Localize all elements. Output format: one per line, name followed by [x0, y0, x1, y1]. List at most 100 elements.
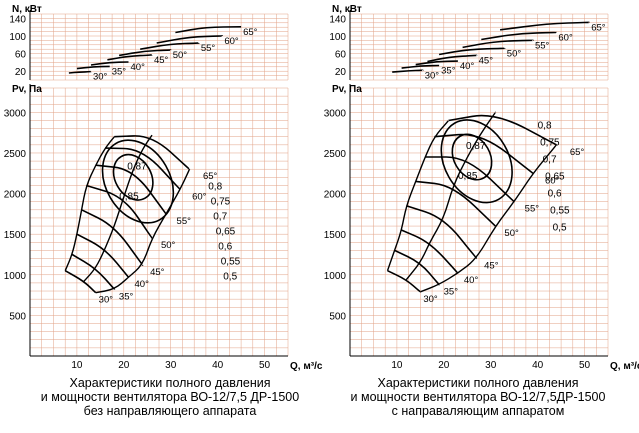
chart2-efficiency-label: 0,87: [466, 141, 486, 152]
chart1-n-tick: 60: [15, 50, 27, 61]
caption-right: Характеристики полного давления и мощнос…: [328, 376, 628, 418]
chart1-rib-line: [95, 168, 191, 294]
chart2-efficiency-label: 0,55: [550, 206, 570, 217]
chart2-power-curve: [481, 31, 558, 41]
chart1-power-curve-label: 35°: [112, 66, 127, 77]
chart1-efficiency-label: 0,55: [221, 257, 241, 268]
chart2-n-axis-label: N, кВт: [332, 4, 362, 15]
chart1-efficiency-label: 0,6: [218, 242, 232, 253]
chart1-n-tick: 140: [9, 14, 26, 25]
caption-left-line-3: без направляющего аппарата: [83, 404, 257, 418]
chart2-efficiency-label: 0,8: [538, 121, 552, 132]
chart1-efficiency-label: 0,75: [211, 197, 231, 208]
chart1-pressure-curve: [71, 253, 116, 291]
chart1-efficiency-contour: [101, 139, 175, 224]
caption-left: Характеристики полного давления и мощнос…: [20, 376, 320, 418]
chart1-power-curve-label: 55°: [201, 43, 216, 54]
chart1-pressure-curve-label: 50°: [161, 240, 176, 251]
chart2-pressure-curve: [425, 156, 515, 203]
chart2-pressure-curve-label: 65°: [570, 147, 585, 158]
chart2-p-tick: 3000: [324, 108, 347, 119]
chart2-pressure-curve-label: 60°: [545, 175, 560, 186]
chart2-power-curve-label: 50°: [507, 48, 522, 59]
chart1-power-curve: [90, 61, 129, 66]
chart1-n-axis-label: N, кВт: [12, 4, 42, 15]
chart2-power-curve-label: 35°: [441, 65, 456, 76]
chart1-p-tick: 2000: [4, 190, 27, 201]
chart2-pressure-curve-label: 40°: [464, 275, 479, 286]
chart2-power-curve: [401, 64, 440, 69]
chart2-power-curve-label: 65°: [591, 22, 606, 33]
chart1-pressure-curve-label: 65°: [203, 171, 218, 182]
chart1-n-tick: 100: [9, 32, 26, 43]
chart2-power-curve: [415, 60, 458, 66]
chart1-efficiency-label: 0,65: [216, 227, 236, 238]
chart1-pressure-curve: [81, 209, 144, 266]
chart1-power-curve: [118, 49, 172, 57]
chart1-q-axis-label: Q, м³/с: [290, 361, 323, 372]
chart2-rib-line: [420, 144, 558, 293]
chart2-p-tick: 1500: [324, 230, 347, 241]
chart2-pressure-curve-label: 45°: [484, 261, 499, 272]
chart1-pressure-curve-label: 45°: [150, 267, 165, 278]
chart1-pressure-curve-label: 35°: [119, 291, 134, 302]
chart2-efficiency-label: 0,65: [545, 172, 565, 183]
chart1-n-tick: 20: [15, 67, 27, 78]
chart1-power-curve-label: 45°: [154, 55, 169, 66]
caption-right-line-1: Характеристики полного давления: [377, 376, 579, 390]
caption-left-line-2: и мощности вентилятора ВО-12/7,5 ДР-1500: [40, 390, 300, 404]
chart2-p-tick: 500: [329, 311, 346, 322]
chart2-efficiency-label: 0,5: [553, 223, 567, 234]
chart2-efficiency-label: 0,7: [543, 155, 557, 166]
chart2-q-tick: 20: [438, 360, 450, 371]
chart2-efficiency-label: 0,6: [548, 189, 562, 200]
chart1-power-curve: [175, 26, 242, 34]
chart2-rib-line: [386, 119, 450, 271]
chart2-pressure-curve: [387, 269, 422, 293]
chart1-power-curve: [107, 54, 153, 61]
chart1-q-tick: 30: [165, 360, 177, 371]
chart2-pressure-curve-label: 35°: [444, 287, 459, 298]
chart1-q-tick: 10: [71, 360, 83, 371]
chart1-p-tick: 1000: [4, 271, 27, 282]
chart2-n-tick: 20: [335, 67, 347, 78]
chart2-q-axis-label: Q, м³/с: [610, 361, 639, 372]
chart2-power-curve: [392, 69, 424, 73]
caption-right-line-3: с направаляющим аппаратом: [391, 404, 565, 418]
chart1-pressure-curve-label: 30°: [99, 295, 114, 306]
chart1-power-curve: [68, 70, 92, 74]
chart1-efficiency-label: 0,5: [223, 272, 237, 283]
chart1-power-curve-label: 40°: [131, 62, 146, 73]
caption-right-line-2: и мощности вентилятора ВО-12/7,5ДР-1500: [350, 390, 606, 404]
chart2-p-tick: 2500: [324, 149, 347, 160]
chart2-pressure-curve: [415, 180, 496, 227]
chart2-q-tick: 50: [579, 360, 591, 371]
chart2-efficiency-contour: [440, 119, 513, 204]
chart2-power-curve-label: 45°: [479, 55, 494, 66]
chart2-n-tick: 100: [329, 32, 346, 43]
chart2-pressure-curve: [406, 205, 478, 260]
chart1-efficiency-label: 0,8: [208, 182, 222, 193]
chart2-q-tick: 30: [485, 360, 497, 371]
chart1-rib-line: [64, 136, 116, 271]
chart1-pressure-curve: [64, 270, 97, 294]
chart2-n-tick: 60: [335, 50, 347, 61]
chart1-power-curve: [76, 65, 110, 70]
chart1-p-tick: 2500: [4, 149, 27, 160]
chart1-q-tick: 40: [212, 360, 224, 371]
chart2-pressure-curve-label: 50°: [504, 228, 519, 239]
chart2-power-curve-label: 60°: [558, 32, 573, 43]
chart1-power-curve-label: 60°: [224, 36, 239, 47]
chart2-p-axis-label: Pv, Па: [332, 84, 362, 95]
chart1-pressure-curve-label: 60°: [192, 192, 207, 203]
chart1-p-tick: 3000: [4, 108, 27, 119]
chart2-n-tick: 140: [329, 14, 346, 25]
chart2-pressure-curve-label: 55°: [525, 204, 540, 215]
chart2-power-curve: [462, 39, 534, 49]
chart1-power-curve-label: 30°: [93, 72, 108, 83]
chart1-efficiency-label: 0,87: [127, 161, 147, 172]
chart1-efficiency-label: 0,85: [119, 191, 139, 202]
chart2-power-curve-label: 40°: [460, 61, 475, 72]
